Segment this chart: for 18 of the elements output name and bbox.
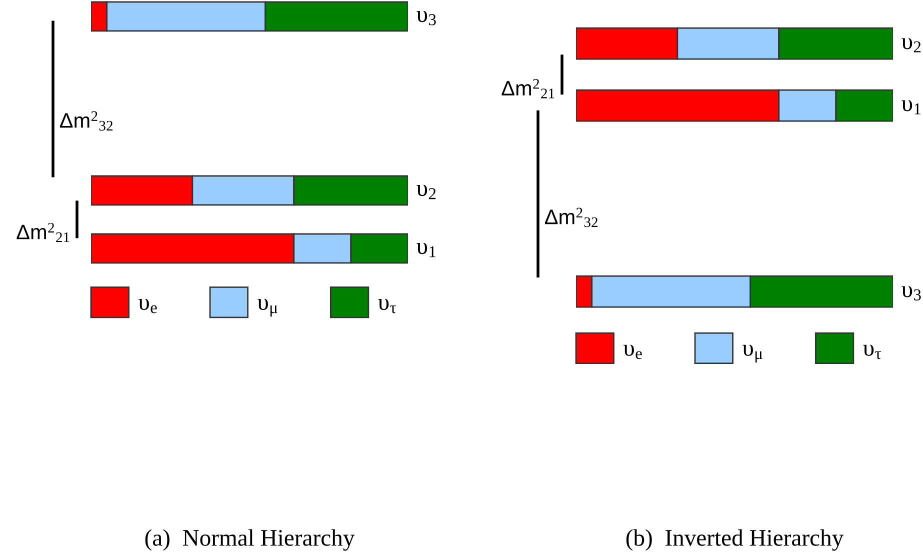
annotation: Δm$^{2}$$_{32}$ [544,208,598,228]
legend-label: υ$_{e}$ [138,298,157,314]
text: Δm$^{2}$$_{21}$ [16,222,70,242]
legend-label: υ$_{μ}$ [742,344,762,362]
legend-label: υ$_{τ}$ [863,344,882,360]
y-tick-label: υ$_{1}$ [416,242,436,258]
annotation: Δm$^{2}$$_{32}$ [60,111,112,131]
text: (a) Normal Hierarchy [145,529,355,551]
y-tick-label: υ$_{3}$ [902,286,921,300]
text: (b) Inverted Hierarchy [626,529,844,551]
legend-label: υ$_{e}$ [624,344,642,360]
text: Δm$^{2}$$_{21}$ [502,79,554,98]
legend-label: υ$_{μ}$ [258,298,278,317]
y-tick-label: υ$_{1}$ [902,100,920,114]
y-tick-label: υ$_{3}$ [416,10,436,26]
y-tick-label: υ$_{2}$ [416,184,436,200]
legend-label: υ$_{τ}$ [378,298,396,314]
y-tick-label: υ$_{2}$ [902,38,921,52]
